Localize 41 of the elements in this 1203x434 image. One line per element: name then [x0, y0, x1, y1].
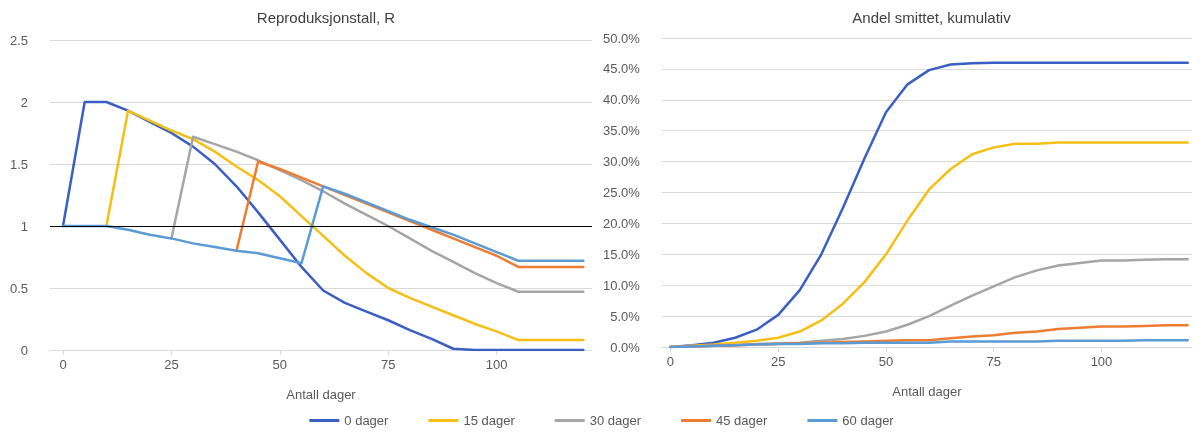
- x-tick-label: 50: [878, 354, 894, 369]
- y-tick-label: 1: [20, 218, 28, 234]
- legend-label: 30 dager: [589, 413, 642, 428]
- x-tick-label: 25: [164, 357, 179, 372]
- y-tick-label: 50.0%: [602, 30, 641, 46]
- x-axis-title: Antall dager: [286, 387, 357, 402]
- y-tick-label: 15.0%: [602, 246, 641, 262]
- y-tick-label: 10.0%: [602, 277, 641, 293]
- legend-label: 45 dager: [716, 413, 769, 428]
- line-series: [61, 185, 585, 265]
- y-tick-label: 35.0%: [602, 123, 641, 139]
- y-tick-label: 25.0%: [602, 185, 641, 200]
- line-series: [669, 338, 1189, 349]
- y-tick-label: 45.0%: [602, 61, 641, 77]
- line-series: [170, 135, 585, 293]
- y-tick-label: 2: [20, 94, 28, 110]
- y-tick-label: 0: [20, 342, 28, 358]
- line-series: [105, 109, 585, 342]
- y-tick-label: 5.0%: [610, 308, 641, 324]
- y-tick-label: 0.5: [9, 280, 28, 296]
- chart-title: Andel smittet, kumulativ: [852, 9, 1012, 26]
- x-tick-label: 100: [1090, 354, 1113, 369]
- y-tick-label: 30.0%: [602, 154, 641, 170]
- x-tick-label: 100: [485, 357, 508, 372]
- chart-title: Reproduksjonstall, R: [256, 9, 396, 26]
- y-tick-label: 40.0%: [602, 92, 641, 108]
- x-tick-label: 50: [272, 357, 288, 372]
- y-tick-label: 1.5: [9, 156, 28, 172]
- y-tick-label: 0.0%: [610, 339, 641, 355]
- y-tick-label: 2.5: [9, 32, 28, 48]
- x-tick-label: 75: [986, 354, 1001, 369]
- line-series: [61, 100, 585, 352]
- x-tick-label: 0: [666, 354, 675, 369]
- legend-label: 60 dager: [842, 413, 895, 428]
- legend-label: 15 dager: [463, 413, 516, 428]
- y-tick-label: 20.0%: [602, 215, 641, 231]
- legend-label: 0 dager: [344, 413, 390, 428]
- x-tick-label: 25: [771, 354, 786, 369]
- x-tick-label: 75: [380, 357, 396, 372]
- x-axis-title: Antall dager: [892, 384, 963, 399]
- x-tick-label: 0: [59, 357, 67, 372]
